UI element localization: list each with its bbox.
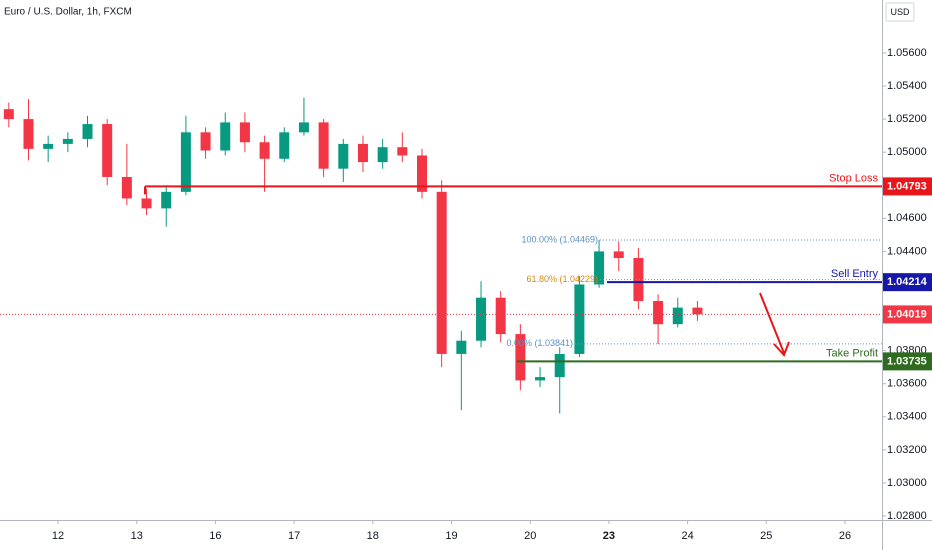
candle-body bbox=[535, 377, 546, 381]
y-tick-label: 1.03600 bbox=[887, 378, 927, 390]
candle-body bbox=[161, 191, 172, 209]
candle-body bbox=[672, 307, 683, 325]
candle-body bbox=[239, 122, 250, 143]
currency-box[interactable] bbox=[885, 2, 915, 22]
level-label: 1.03735 bbox=[887, 355, 927, 367]
x-tick-label: 26 bbox=[839, 530, 851, 542]
candle-body bbox=[397, 147, 408, 156]
candle-body bbox=[476, 297, 487, 341]
candle-body bbox=[259, 142, 270, 159]
level-box bbox=[883, 177, 932, 196]
candle-body bbox=[200, 132, 211, 151]
y-tick-label: 1.04600 bbox=[887, 212, 927, 224]
level-label: 1.04793 bbox=[887, 180, 927, 192]
candle-body bbox=[318, 122, 329, 169]
x-tick-label: 19 bbox=[445, 530, 457, 542]
candle-body bbox=[554, 353, 565, 378]
candle-body bbox=[357, 143, 368, 163]
level-name: Stop Loss bbox=[829, 172, 878, 184]
candle-body bbox=[141, 198, 152, 209]
candle-body bbox=[62, 138, 73, 144]
candle-body bbox=[338, 143, 349, 169]
fib-label: 0.00% (1.03841) bbox=[506, 338, 573, 348]
candle-body bbox=[23, 119, 34, 149]
chart-title: Euro / U.S. Dollar, 1h, FXCM bbox=[4, 7, 132, 18]
x-tick-label: 17 bbox=[288, 530, 300, 542]
candle-body bbox=[456, 340, 467, 354]
plot: 1.028001.030001.032001.034001.036001.038… bbox=[0, 47, 932, 542]
candle-body bbox=[613, 251, 624, 259]
level-name: Take Profit bbox=[826, 347, 878, 359]
level-label: 1.04214 bbox=[887, 276, 928, 288]
candle-body bbox=[594, 251, 605, 285]
candle-body bbox=[279, 132, 290, 159]
current-price-label: 1.04019 bbox=[887, 308, 927, 320]
x-tick-label: 18 bbox=[367, 530, 379, 542]
x-tick-label: 16 bbox=[209, 530, 221, 542]
currency-label[interactable]: USD bbox=[890, 7, 910, 17]
candle-body bbox=[298, 122, 309, 133]
candle-body bbox=[180, 132, 191, 192]
x-tick-label: 12 bbox=[52, 530, 64, 542]
x-tick-label: 25 bbox=[760, 530, 772, 542]
x-tick-label: 24 bbox=[681, 530, 693, 542]
candle-body bbox=[43, 143, 54, 149]
current-price-box bbox=[883, 305, 932, 324]
candle-body bbox=[102, 124, 113, 177]
candle-body bbox=[377, 147, 388, 163]
level-box bbox=[883, 273, 932, 292]
y-tick-label: 1.04400 bbox=[887, 245, 927, 257]
x-tick-label: 20 bbox=[524, 530, 536, 542]
y-tick-label: 1.05600 bbox=[887, 47, 927, 59]
x-tick-label: 23 bbox=[603, 530, 615, 542]
y-tick-label: 1.02800 bbox=[887, 510, 927, 522]
level-name: Sell Entry bbox=[831, 268, 879, 280]
fib-label: 100.00% (1.04469) bbox=[521, 234, 598, 244]
candle-body bbox=[574, 284, 585, 354]
candle-body bbox=[436, 191, 447, 354]
candle-body bbox=[3, 109, 14, 120]
candle-body bbox=[515, 334, 526, 381]
y-tick-label: 1.03200 bbox=[887, 444, 927, 456]
candle-body bbox=[220, 122, 231, 151]
candle-body bbox=[82, 124, 93, 139]
arrow bbox=[759, 292, 790, 357]
fib-label: 61.80% (1.04229) bbox=[526, 274, 598, 284]
x-tick-label: 13 bbox=[131, 530, 143, 542]
y-tick-label: 1.05000 bbox=[887, 146, 927, 158]
candle-body bbox=[653, 301, 664, 325]
y-tick-label: 1.03400 bbox=[887, 411, 927, 423]
candle-body bbox=[495, 297, 506, 335]
level-box bbox=[883, 352, 932, 371]
y-tick-label: 1.05200 bbox=[887, 113, 927, 125]
y-tick-label: 1.05400 bbox=[887, 80, 927, 92]
y-tick-label: 1.03000 bbox=[887, 477, 927, 489]
candle-body bbox=[416, 155, 427, 192]
candle-body bbox=[633, 258, 644, 302]
candle-body bbox=[121, 176, 132, 199]
candle-body bbox=[692, 307, 703, 315]
